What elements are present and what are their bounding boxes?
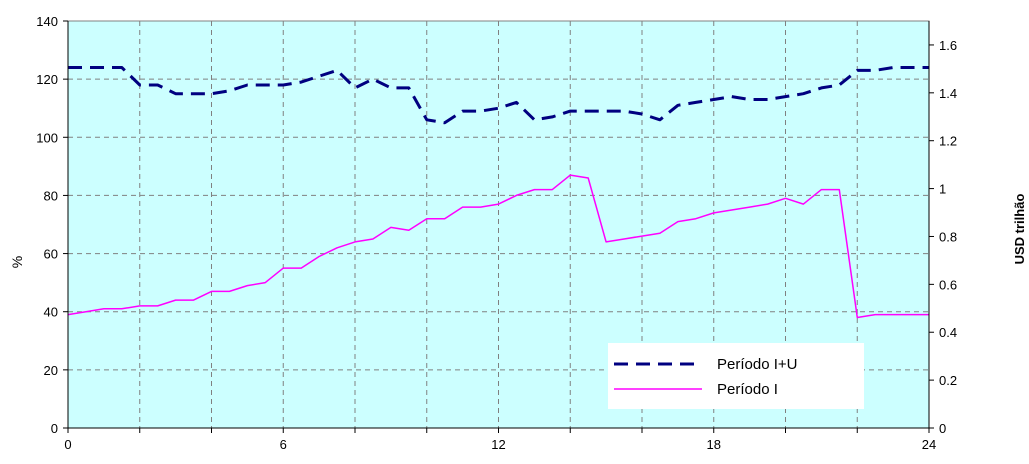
y2-tick-label: 0	[939, 421, 946, 436]
grid-lines	[68, 21, 929, 428]
axes	[63, 20, 934, 433]
y2-tick-label: 0.8	[939, 229, 957, 244]
x-tick-label: 18	[707, 437, 721, 452]
y2-tick-label: 1	[939, 182, 946, 197]
y-tick-label: 120	[36, 72, 58, 87]
x-tick-label: 0	[64, 437, 71, 452]
series-line-period-i	[67, 174, 929, 319]
legend-label-period-iu: Período I+U	[717, 356, 797, 373]
y-tick-label: 80	[44, 188, 58, 203]
y2-tick-label: 1.2	[939, 134, 957, 149]
y-tick-label: 140	[36, 14, 58, 29]
y-tick-label: 60	[44, 247, 58, 262]
series-line-period-iu	[68, 66, 929, 125]
x-tick-label: 12	[491, 437, 505, 452]
y2-tick-label: 0.6	[939, 277, 957, 292]
y2-tick-label: 1.6	[939, 38, 957, 53]
y-tick-label: 20	[44, 363, 58, 378]
tick-labels: 0 6 12 18 2402040608010012014000.20.40.60.81…	[36, 14, 957, 452]
series-group	[67, 66, 929, 319]
legend-label-period-i: Período I	[717, 381, 778, 398]
y-tick-label: 100	[36, 130, 58, 145]
y-axis-title: %	[9, 256, 25, 268]
y2-tick-label: 0.4	[939, 325, 957, 340]
y-tick-label: 40	[44, 305, 58, 320]
y-tick-label: 0	[51, 421, 58, 436]
x-tick-label: 6	[280, 437, 287, 452]
y2-axis-title: USD trilhão	[1012, 194, 1027, 265]
x-tick-label: 24	[922, 437, 936, 452]
y2-tick-label: 0.2	[939, 373, 957, 388]
legend: Período I+U Período I	[608, 343, 864, 409]
y2-tick-label: 1.4	[939, 86, 957, 101]
legend-box	[608, 343, 864, 409]
